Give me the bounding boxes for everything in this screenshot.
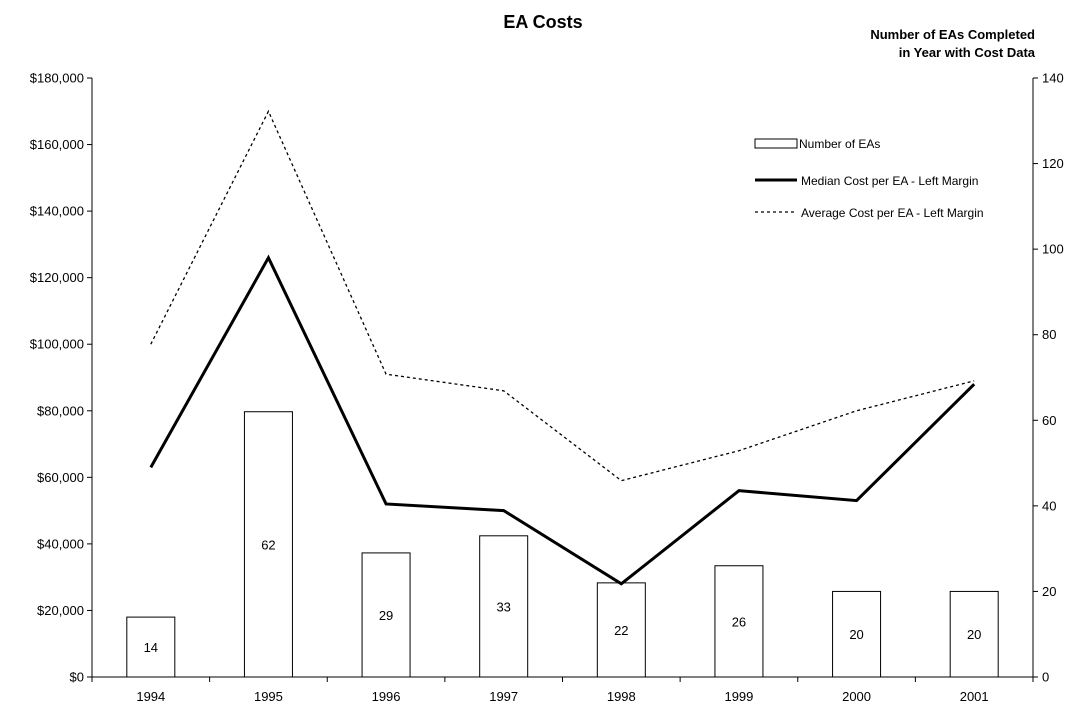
right-axis-title-line-1: Number of EAs Completed (870, 27, 1035, 42)
right-tick-label: 100 (1042, 242, 1064, 257)
legend-label-number-of-eas: Number of EAs (799, 137, 880, 151)
right-tick-label: 80 (1042, 327, 1056, 342)
x-tick-label: 2000 (842, 689, 871, 704)
legend-label-median-cost: Median Cost per EA - Left Margin (801, 174, 978, 188)
bar-data-label: 62 (261, 537, 275, 552)
left-tick-label: $120,000 (30, 270, 84, 285)
legend-bar-swatch (754, 138, 798, 149)
median-cost-line (149, 254, 976, 586)
left-tick-label: $60,000 (37, 470, 84, 485)
bar-number-of-eas (361, 552, 411, 678)
bar-number-of-eas (596, 582, 646, 678)
x-tick-label: 1998 (607, 689, 636, 704)
bar-data-label: 14 (144, 640, 158, 655)
left-tick-label: $100,000 (30, 337, 84, 352)
right-tick-label: 40 (1042, 498, 1056, 513)
x-tick-label: 1997 (489, 689, 518, 704)
bar-number-of-eas (949, 590, 999, 678)
right-tick-label: 60 (1042, 413, 1056, 428)
bar-data-label: 33 (496, 599, 510, 614)
lines-layer (149, 109, 976, 586)
chart-title: EA Costs (503, 12, 582, 32)
bar-number-of-eas (832, 590, 882, 678)
left-tick-label: $0 (70, 670, 84, 685)
left-tick-label: $40,000 (37, 536, 84, 551)
bar-number-of-eas (243, 411, 293, 678)
bar-number-of-eas (479, 535, 529, 678)
right-axis-title-line-2: in Year with Cost Data (899, 45, 1036, 60)
left-tick-label: $140,000 (30, 204, 84, 219)
right-tick-label: 0 (1042, 670, 1049, 685)
legend: Number of EAs Median Cost per EA - Left … (754, 137, 984, 220)
x-tick-label: 1994 (136, 689, 165, 704)
left-tick-label: $180,000 (30, 71, 84, 86)
left-tick-label: $20,000 (37, 603, 84, 618)
x-tick-label: 1999 (724, 689, 753, 704)
average-cost-line (150, 109, 975, 482)
x-tick-label: 1996 (372, 689, 401, 704)
axes: $0 $20,000 $40,000 $60,000 $80,000 $100,000 $1… (30, 71, 1064, 705)
bar-data-label: 20 (967, 627, 981, 642)
left-tick-label: $160,000 (30, 137, 84, 152)
right-tick-label: 120 (1042, 156, 1064, 171)
bar-data-label: 26 (732, 614, 746, 629)
bar-number-of-eas (126, 616, 176, 678)
left-tick-label: $80,000 (37, 403, 84, 418)
x-tick-label: 1995 (254, 689, 283, 704)
bar-number-of-eas (714, 565, 764, 678)
bar-data-label: 22 (614, 623, 628, 638)
right-tick-label: 140 (1042, 71, 1064, 86)
bar-data-label: 20 (849, 627, 863, 642)
bars-layer: 14 62 29 33 22 26 20 20 (126, 411, 999, 678)
legend-label-average-cost: Average Cost per EA - Left Margin (801, 206, 984, 220)
x-tick-label: 2001 (960, 689, 989, 704)
right-tick-label: 20 (1042, 584, 1056, 599)
bar-data-label: 29 (379, 608, 393, 623)
